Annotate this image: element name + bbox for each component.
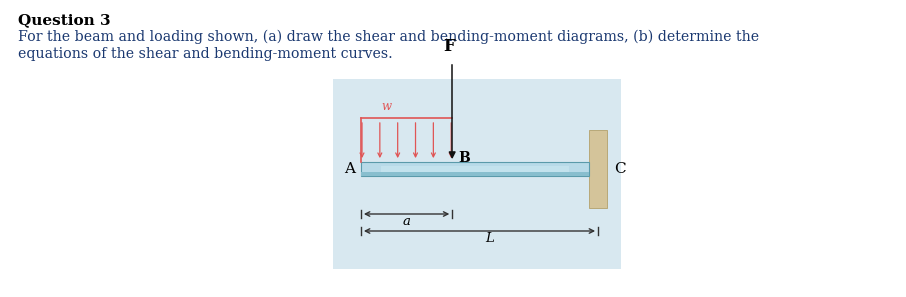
Text: a: a [402, 215, 410, 228]
Text: F: F [443, 38, 455, 55]
Bar [361, 162, 589, 176]
Text: w: w [381, 100, 391, 113]
Text: L: L [485, 232, 494, 245]
Text: A: A [344, 162, 355, 176]
Bar [381, 166, 569, 172]
Bar [361, 172, 589, 176]
Bar [589, 130, 607, 208]
Text: For the beam and loading shown, (a) draw the shear and bending-moment diagrams, : For the beam and loading shown, (a) draw… [18, 30, 759, 44]
Text: B: B [458, 151, 470, 165]
Text: equations of the shear and bending-moment curves.: equations of the shear and bending-momen… [18, 47, 392, 61]
Text: Question 3: Question 3 [18, 13, 111, 27]
Bar [333, 79, 621, 269]
Text: C: C [614, 162, 626, 176]
